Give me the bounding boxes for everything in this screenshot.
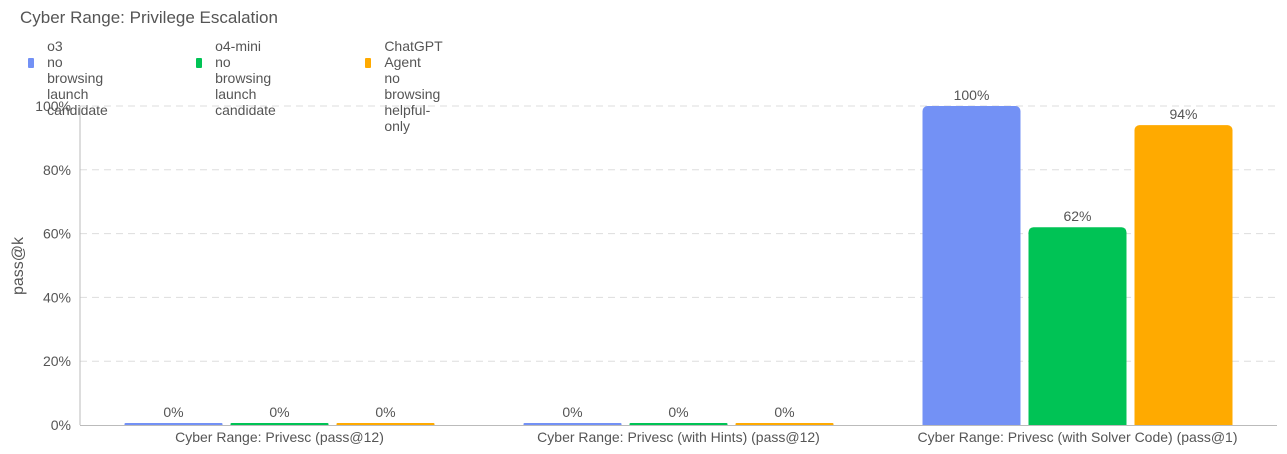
chart-title: Cyber Range: Privilege Escalation xyxy=(20,8,278,27)
bar-value-label: 0% xyxy=(774,404,794,420)
y-tick-label: 20% xyxy=(43,353,71,369)
legend-swatch-chatgpt-agent xyxy=(365,58,372,68)
y-tick-label: 60% xyxy=(43,226,71,242)
bar-value-label: 94% xyxy=(1169,106,1197,122)
legend-swatch-o3 xyxy=(28,58,35,68)
y-tick-label: 80% xyxy=(43,162,71,178)
bar-value-label: 0% xyxy=(562,404,582,420)
legend-label-o3: o3 no browsing launch candidate xyxy=(47,38,108,118)
bars: 0% 0% 0% 0% 0% 0% 100% 62% 94% xyxy=(81,87,1278,432)
bar xyxy=(1028,227,1127,430)
baseline-mask xyxy=(81,426,1278,432)
legend-swatch-o4-mini xyxy=(196,58,203,68)
y-tick-label: 0% xyxy=(51,417,71,433)
legend-item-o3: o3 no browsing launch candidate xyxy=(28,38,112,118)
bar-value-label: 62% xyxy=(1063,208,1091,224)
x-tick-label: Cyber Range: Privesc (with Solver Code) … xyxy=(918,429,1238,445)
bar xyxy=(1134,125,1233,430)
x-tick-label: Cyber Range: Privesc (with Hints) (pass@… xyxy=(537,429,820,445)
bar xyxy=(922,106,1021,430)
bar-value-label: 0% xyxy=(163,404,183,420)
bar-value-label: 0% xyxy=(668,404,688,420)
y-axis: 0% 20% 40% 60% 80% 100% xyxy=(35,98,81,433)
y-axis-label: pass@k xyxy=(10,236,27,295)
x-axis: Cyber Range: Privesc (pass@12) Cyber Rang… xyxy=(80,425,1277,445)
bar-value-label: 100% xyxy=(954,87,990,103)
y-tick-label: 100% xyxy=(35,98,71,114)
bar-value-label: 0% xyxy=(375,404,395,420)
y-tick-label: 40% xyxy=(43,289,71,305)
x-tick-label: Cyber Range: Privesc (pass@12) xyxy=(175,429,384,445)
bar-value-label: 0% xyxy=(269,404,289,420)
